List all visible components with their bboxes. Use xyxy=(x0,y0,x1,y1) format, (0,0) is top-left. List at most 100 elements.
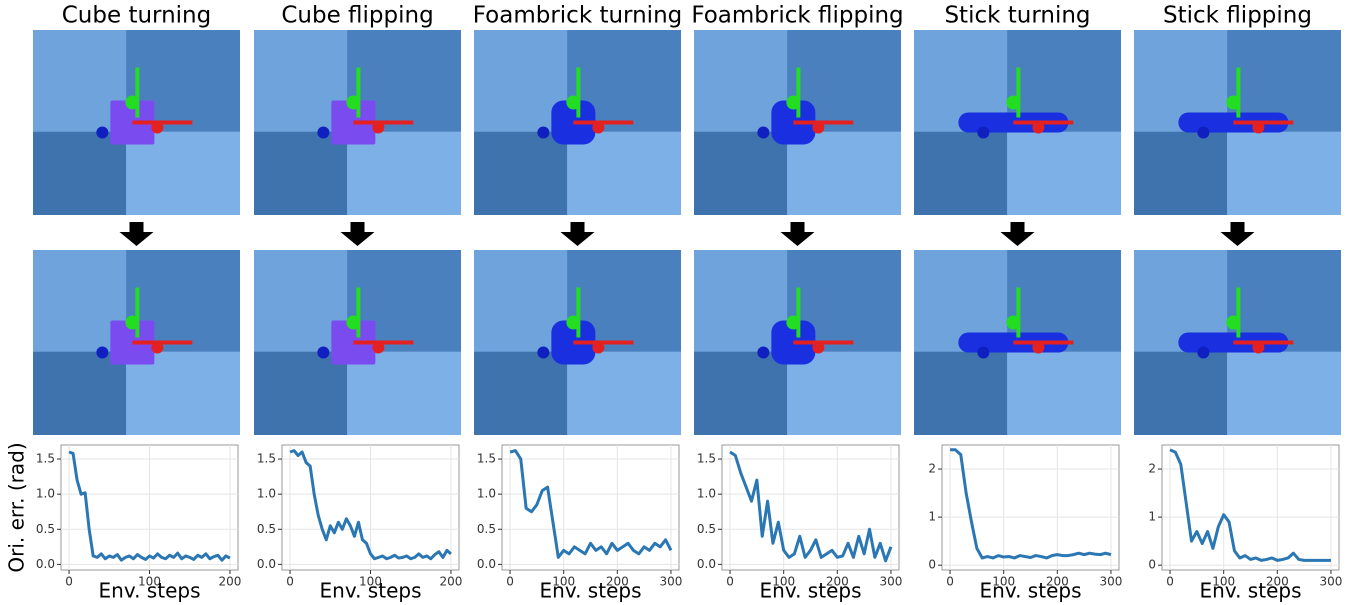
x-tick-label: 0 xyxy=(946,575,954,589)
marker-red xyxy=(372,342,384,354)
y-tick-label: 0.0 xyxy=(36,557,55,571)
marker-red xyxy=(1032,122,1044,134)
arrow xyxy=(1221,222,1255,246)
x-tick-label: 0 xyxy=(286,575,294,589)
scene-tile xyxy=(694,352,787,435)
marker-red xyxy=(592,122,604,134)
marker-blue xyxy=(977,347,989,359)
marker-green xyxy=(566,316,580,330)
plot-area xyxy=(502,445,679,570)
y-axis-label: Ori. err. (rad) xyxy=(5,442,29,572)
chart-title: Cube turning xyxy=(62,3,212,29)
marker-blue xyxy=(537,127,549,139)
y-tick-label: 0.5 xyxy=(697,522,716,536)
scene-tile xyxy=(1007,132,1121,215)
marker-green xyxy=(346,96,360,110)
y-tick-label: 1 xyxy=(928,510,936,524)
y-tick-label: 1.5 xyxy=(477,452,496,466)
scene-tile xyxy=(914,352,1007,435)
marker-blue xyxy=(537,347,549,359)
marker-red xyxy=(1032,342,1044,354)
y-tick-label: 0 xyxy=(928,558,936,572)
marker-green xyxy=(566,96,580,110)
x-tick-label: 0 xyxy=(726,575,734,589)
marker-blue xyxy=(757,347,769,359)
y-tick-label: 0.5 xyxy=(477,522,496,536)
marker-green xyxy=(1006,316,1020,330)
y-tick-label: 1.0 xyxy=(36,487,55,501)
chart-title: Stick flipping xyxy=(1163,3,1312,29)
arrow xyxy=(1001,222,1035,246)
figure: Cube turning0.00.51.01.50100200Env. step… xyxy=(0,0,1363,605)
scene-tile xyxy=(1227,132,1341,215)
y-tick-label: 0.0 xyxy=(477,557,496,571)
marker-green xyxy=(1226,316,1240,330)
y-tick-label: 2 xyxy=(1148,462,1156,476)
marker-blue xyxy=(96,127,108,139)
marker-green xyxy=(1226,96,1240,110)
x-tick-label: 0 xyxy=(506,575,514,589)
x-tick-label: 200 xyxy=(219,575,242,589)
marker-blue xyxy=(1197,347,1209,359)
y-tick-label: 1.5 xyxy=(697,452,716,466)
chart-title: Stick turning xyxy=(944,3,1090,29)
chart-title: Foambrick flipping xyxy=(691,3,903,29)
y-tick-label: 0.5 xyxy=(257,522,276,536)
marker-red xyxy=(812,342,824,354)
x-axis-label: Env. steps xyxy=(540,579,642,603)
y-tick-label: 1.0 xyxy=(697,487,716,501)
x-axis-label: Env. steps xyxy=(99,579,201,603)
scene-tile xyxy=(1134,132,1227,215)
arrow xyxy=(341,222,375,246)
y-tick-label: 1 xyxy=(1148,510,1156,524)
marker-blue xyxy=(96,347,108,359)
marker-red xyxy=(151,342,163,354)
y-tick-label: 0.0 xyxy=(257,557,276,571)
y-tick-label: 1.5 xyxy=(257,452,276,466)
scene-tile xyxy=(1007,352,1121,435)
scene-tile xyxy=(694,132,787,215)
x-axis-label: Env. steps xyxy=(1200,579,1302,603)
marker-blue xyxy=(1197,127,1209,139)
scene-tile xyxy=(1134,352,1227,435)
marker-red xyxy=(812,122,824,134)
arrow xyxy=(781,222,815,246)
arrow xyxy=(120,222,154,246)
x-tick-label: 300 xyxy=(1100,575,1123,589)
marker-green xyxy=(346,316,360,330)
y-tick-label: 0 xyxy=(1148,558,1156,572)
marker-blue xyxy=(317,127,329,139)
marker-green xyxy=(125,316,139,330)
y-tick-label: 1.5 xyxy=(36,452,55,466)
marker-green xyxy=(1006,96,1020,110)
y-tick-label: 1.0 xyxy=(257,487,276,501)
marker-green xyxy=(786,96,800,110)
marker-blue xyxy=(977,127,989,139)
arrow xyxy=(561,222,595,246)
y-tick-label: 0.0 xyxy=(697,557,716,571)
x-tick-label: 200 xyxy=(440,575,463,589)
scene-tile xyxy=(474,132,567,215)
x-tick-label: 0 xyxy=(1166,575,1174,589)
y-tick-label: 2 xyxy=(928,462,936,476)
x-tick-label: 300 xyxy=(1320,575,1343,589)
scene-tile xyxy=(1227,352,1341,435)
marker-red xyxy=(1252,342,1264,354)
chart-title: Foambrick turning xyxy=(473,3,683,29)
marker-blue xyxy=(757,127,769,139)
marker-green xyxy=(786,316,800,330)
scene-tile xyxy=(914,132,1007,215)
marker-red xyxy=(1252,122,1264,134)
x-tick-label: 300 xyxy=(660,575,683,589)
y-tick-label: 1.0 xyxy=(477,487,496,501)
x-tick-label: 0 xyxy=(65,575,73,589)
marker-red xyxy=(151,122,163,134)
plot-area xyxy=(1162,445,1339,570)
marker-red xyxy=(372,122,384,134)
marker-red xyxy=(592,342,604,354)
x-axis-label: Env. steps xyxy=(760,579,862,603)
x-axis-label: Env. steps xyxy=(320,579,422,603)
scene-tile xyxy=(474,352,567,435)
x-axis-label: Env. steps xyxy=(980,579,1082,603)
y-tick-label: 0.5 xyxy=(36,522,55,536)
